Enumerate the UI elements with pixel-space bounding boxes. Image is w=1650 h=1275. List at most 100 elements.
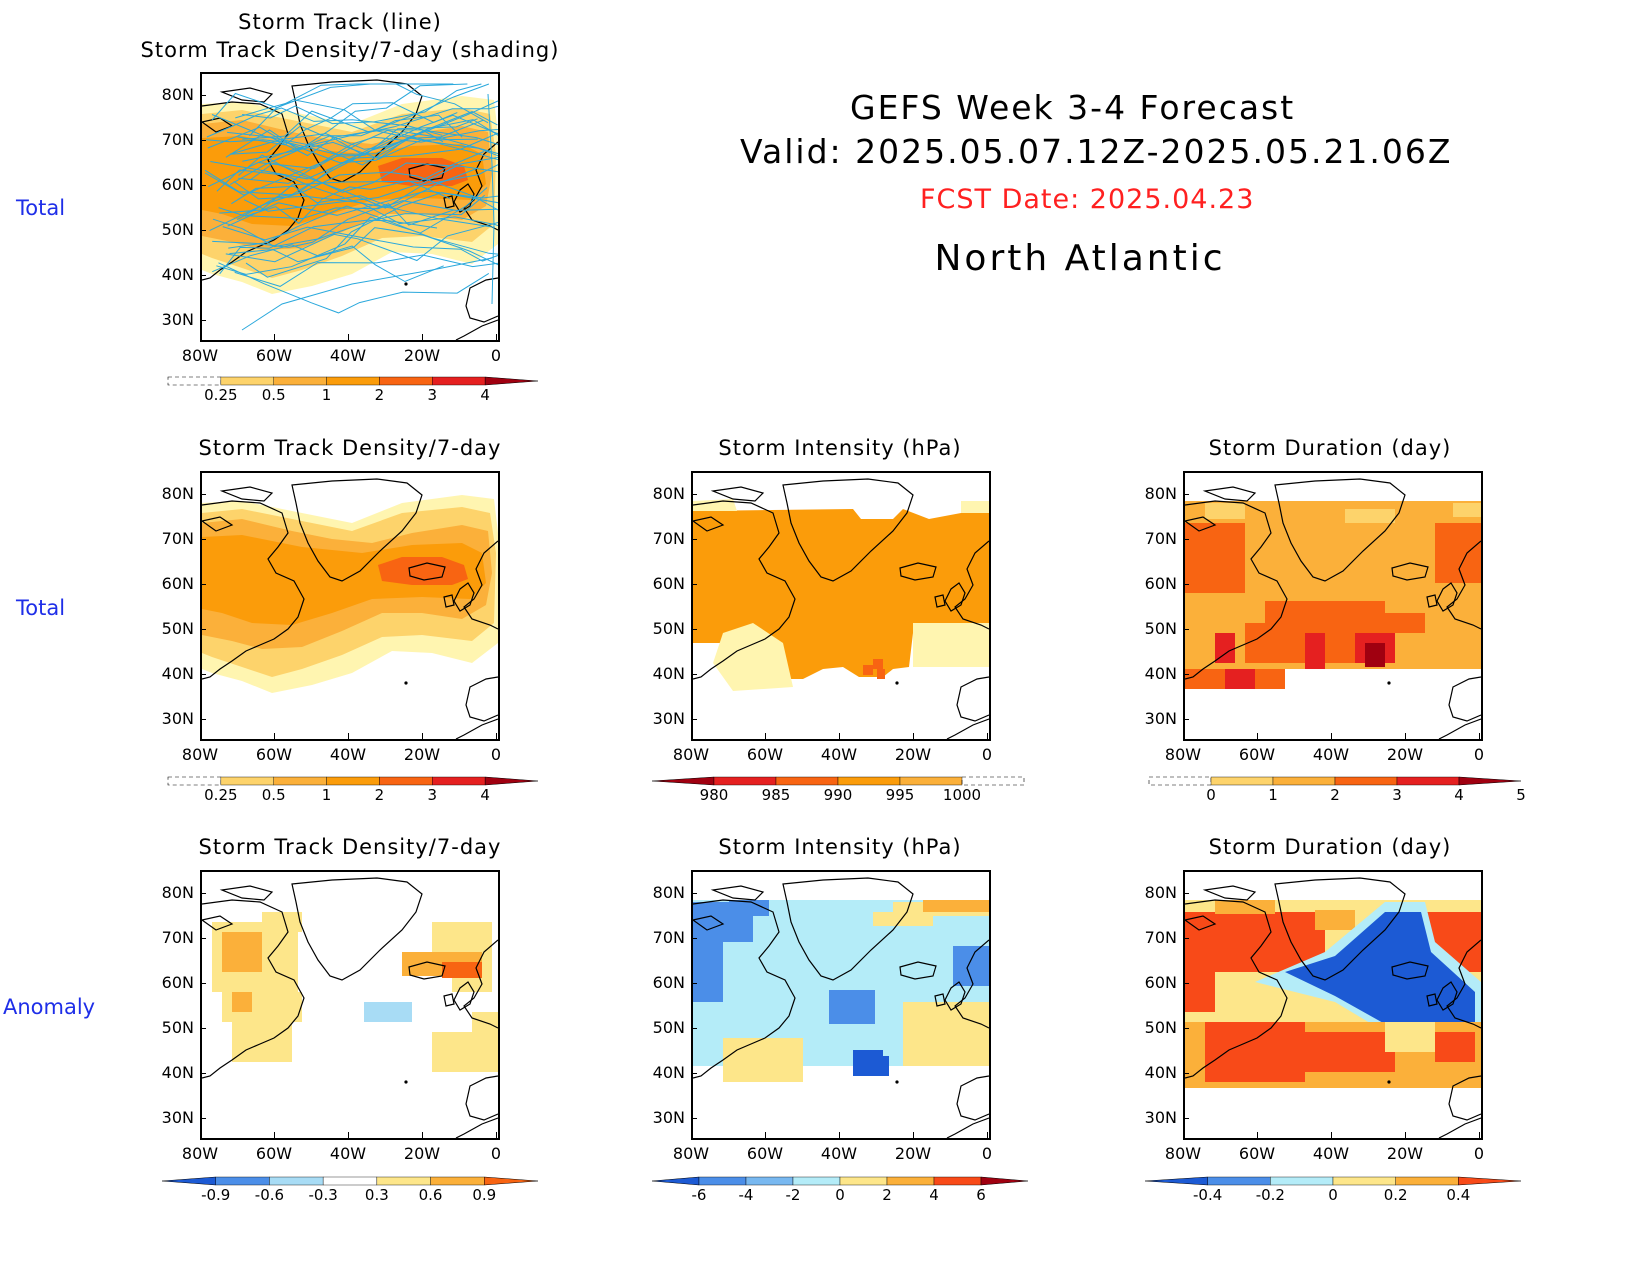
- lat-label: 60N: [1144, 973, 1177, 992]
- forecast-title: GEFS Week 3-4 Forecast: [850, 88, 1296, 127]
- colorbar-swatch: [1207, 1176, 1271, 1186]
- panel-title-intensity-anomaly: Storm Intensity (hPa): [718, 835, 962, 859]
- colorbar-swatch: [1395, 1176, 1459, 1186]
- colorbar-label: 3: [427, 786, 438, 804]
- colorbar-swatch: [326, 776, 380, 786]
- lon-tick: [987, 1132, 988, 1138]
- colorbar-high-end: [484, 776, 539, 786]
- colorbar-label: 1: [321, 786, 332, 804]
- colorbar-swatch: [376, 1176, 431, 1186]
- lat-tick: [1183, 893, 1189, 894]
- lat-label: 30N: [652, 709, 685, 728]
- colorbar-low-end: [167, 776, 222, 786]
- colorbar-swatch: [698, 1176, 747, 1186]
- colorbar-duration: 0 1 2 3 4 5: [1145, 776, 1526, 810]
- colorbar-high-end: [961, 776, 1025, 786]
- colorbar-label: 4: [1454, 786, 1464, 804]
- lon-tick: [1183, 1132, 1184, 1138]
- colorbar-label: -0.4: [1193, 1186, 1223, 1204]
- lon-tick: [839, 1132, 840, 1138]
- lon-label: 20W: [894, 745, 932, 764]
- lat-label: 40N: [161, 1063, 194, 1082]
- lon-label: 40W: [820, 745, 858, 764]
- colorbar-swatch: [379, 776, 433, 786]
- lat-tick: [200, 584, 206, 585]
- colorbar-swatch: [326, 376, 380, 386]
- lon-label: 0: [1473, 745, 1485, 764]
- lon-tick: [348, 334, 349, 340]
- colorbar-label: 995: [885, 786, 915, 804]
- lon-tick: [274, 1132, 275, 1138]
- colorbar-density: 0.25 0.5 1 2 3 4: [160, 776, 540, 810]
- lat-label: 60N: [652, 574, 685, 593]
- colorbar-label: 990: [823, 786, 853, 804]
- colorbar-label: 0: [1328, 1186, 1338, 1204]
- colorbar-label: 0.9: [472, 1186, 497, 1204]
- lat-tick: [200, 140, 206, 141]
- colorbar-label: 0.3: [364, 1186, 389, 1204]
- lat-tick: [200, 230, 206, 231]
- panel-title-density-total: Storm Track Density/7-day: [198, 436, 502, 460]
- lat-label: 50N: [652, 619, 685, 638]
- lat-label: 30N: [161, 709, 194, 728]
- lon-tick: [1257, 1132, 1258, 1138]
- row-label-total: Total: [16, 596, 66, 620]
- colorbar-swatch: [933, 1176, 982, 1186]
- colorbar-swatch: [899, 776, 963, 786]
- lat-tick: [200, 1028, 206, 1029]
- panel-title-track-shading: Storm Track Density/7-day (shading): [140, 38, 560, 62]
- lat-label: 70N: [652, 529, 685, 548]
- colorbar-density-top: 0.25 0.5 1 2 3 4: [160, 376, 540, 410]
- colorbar-label: 2: [374, 786, 385, 804]
- colorbar-swatch: [1334, 776, 1398, 786]
- lat-label: 80N: [652, 484, 685, 503]
- lon-tick: [274, 733, 275, 739]
- lon-label: 60W: [255, 346, 293, 365]
- colorbar-label: -6: [691, 1186, 707, 1204]
- lat-label: 50N: [161, 1018, 194, 1037]
- colorbar-label: -0.9: [201, 1186, 231, 1204]
- colorbar-label: 3: [1392, 786, 1402, 804]
- lat-label: 70N: [1144, 529, 1177, 548]
- lon-label: 40W: [1312, 745, 1350, 764]
- lat-label: 30N: [1144, 709, 1177, 728]
- lat-tick: [1183, 1073, 1189, 1074]
- lon-label: 40W: [329, 1144, 367, 1163]
- lat-label: 70N: [652, 928, 685, 947]
- lon-tick: [200, 1132, 201, 1138]
- lon-tick: [422, 733, 423, 739]
- map-storm-track: [200, 72, 500, 342]
- colorbar-low-end: [167, 376, 222, 386]
- colorbar-label: 4: [929, 1186, 939, 1204]
- lat-label: 60N: [161, 574, 194, 593]
- lon-tick: [913, 1132, 914, 1138]
- colorbar-swatch: [792, 1176, 841, 1186]
- colorbar-label: 985: [761, 786, 791, 804]
- lon-tick: [422, 1132, 423, 1138]
- lat-tick: [1183, 983, 1189, 984]
- colorbar-label: 0.5: [261, 386, 286, 404]
- lat-label: 80N: [161, 85, 194, 104]
- colorbar-low-end: [1148, 776, 1212, 786]
- colorbar-swatch: [1332, 1176, 1396, 1186]
- map-duration-anomaly: [1183, 870, 1483, 1140]
- colorbar-low-end: [651, 1176, 700, 1186]
- panel-title-track-line: Storm Track (line): [238, 10, 442, 34]
- lon-label: 60W: [1238, 1144, 1276, 1163]
- lon-label: 0: [490, 745, 502, 764]
- lon-label: 20W: [894, 1144, 932, 1163]
- colorbar-duration-anomaly: -0.4 -0.2 0 0.2 0.4: [1144, 1176, 1525, 1210]
- lat-tick: [691, 494, 697, 495]
- lat-label: 60N: [652, 973, 685, 992]
- lon-tick: [1479, 1132, 1480, 1138]
- lat-tick: [691, 983, 697, 984]
- lon-label: 0: [1473, 1144, 1485, 1163]
- lat-tick: [200, 629, 206, 630]
- lat-label: 60N: [161, 175, 194, 194]
- lon-label: 40W: [329, 346, 367, 365]
- lat-label: 70N: [161, 928, 194, 947]
- lon-label: 20W: [403, 745, 441, 764]
- lat-label: 70N: [161, 130, 194, 149]
- colorbar-high-end: [980, 1176, 1029, 1186]
- lon-tick: [691, 1132, 692, 1138]
